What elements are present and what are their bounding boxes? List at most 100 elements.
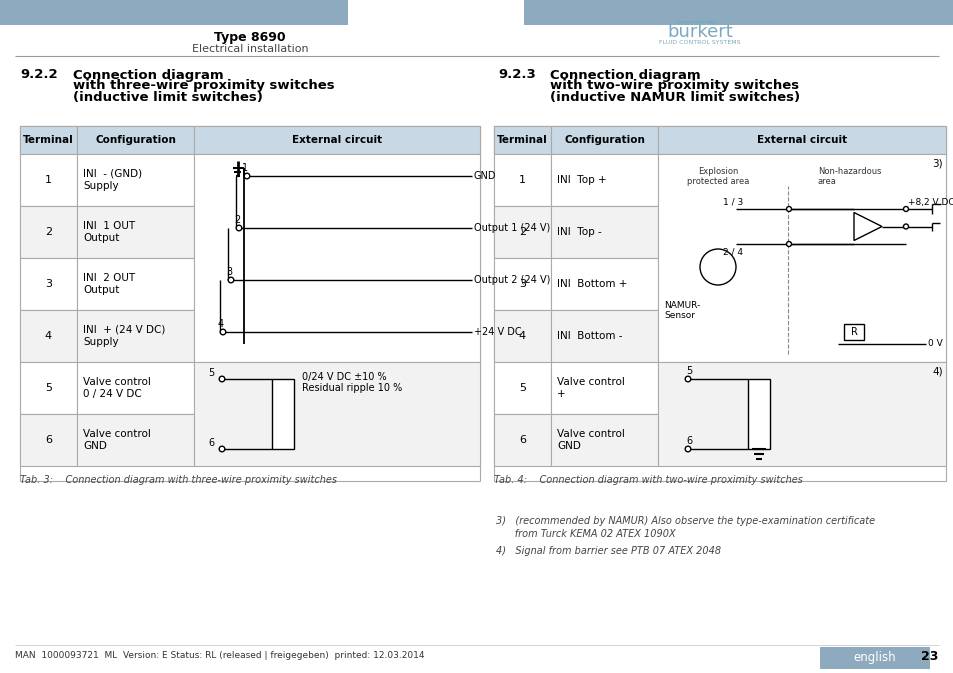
Text: 2: 2 — [45, 227, 52, 237]
Bar — [20, 154, 77, 206]
Bar — [20, 414, 77, 466]
Text: Electrical installation: Electrical installation — [192, 44, 308, 54]
Circle shape — [785, 207, 791, 211]
Circle shape — [684, 446, 690, 452]
Bar — [658, 362, 945, 466]
Bar — [820, 647, 929, 669]
Text: R: R — [850, 327, 857, 337]
Text: with two-wire proximity switches: with two-wire proximity switches — [550, 79, 799, 92]
Text: INI  2 OUT: INI 2 OUT — [83, 273, 135, 283]
Text: 2: 2 — [518, 227, 525, 237]
Circle shape — [220, 329, 226, 334]
Text: Valve control: Valve control — [557, 377, 624, 387]
Circle shape — [902, 224, 907, 229]
Text: INI  Bottom +: INI Bottom + — [557, 279, 627, 289]
Bar — [494, 126, 551, 154]
Text: protected area: protected area — [686, 176, 748, 186]
Text: Supply: Supply — [83, 181, 118, 191]
Text: 9.2.2: 9.2.2 — [20, 69, 57, 81]
Bar — [20, 362, 77, 414]
Bar — [551, 206, 658, 258]
Text: 0 V: 0 V — [927, 339, 942, 349]
Text: 4: 4 — [45, 331, 52, 341]
Bar — [551, 362, 658, 414]
Bar — [494, 258, 551, 310]
Circle shape — [700, 249, 735, 285]
Text: 3: 3 — [518, 279, 525, 289]
Text: Tab. 4:    Connection diagram with two-wire proximity switches: Tab. 4: Connection diagram with two-wire… — [494, 475, 802, 485]
Text: 4)   Signal from barrier see PTB 07 ATEX 2048: 4) Signal from barrier see PTB 07 ATEX 2… — [496, 546, 720, 556]
Bar — [77, 362, 193, 414]
Text: 5: 5 — [45, 383, 52, 393]
Text: 9.2.3: 9.2.3 — [497, 69, 536, 81]
Bar — [272, 379, 294, 449]
Text: NAMUR-: NAMUR- — [663, 302, 700, 310]
Bar — [77, 126, 193, 154]
Text: Explosion: Explosion — [697, 166, 738, 176]
Text: Output: Output — [83, 233, 119, 243]
Bar — [551, 258, 658, 310]
Bar — [20, 126, 479, 481]
Bar — [0, 0, 348, 25]
Text: 4): 4) — [931, 367, 942, 377]
Text: 6: 6 — [685, 436, 691, 446]
Text: 5: 5 — [685, 366, 692, 376]
Bar — [77, 154, 193, 206]
Polygon shape — [853, 213, 882, 240]
Bar — [523, 0, 953, 25]
Circle shape — [219, 376, 225, 382]
Text: INI  1 OUT: INI 1 OUT — [83, 221, 135, 231]
Bar — [77, 258, 193, 310]
Text: 3: 3 — [45, 279, 52, 289]
Text: External circuit: External circuit — [756, 135, 846, 145]
Text: 0/24 V DC ±10 %: 0/24 V DC ±10 % — [302, 372, 386, 382]
Bar — [77, 310, 193, 362]
Bar — [843, 324, 863, 340]
Text: Valve control: Valve control — [83, 377, 151, 387]
Text: GND: GND — [474, 171, 496, 181]
Text: 1: 1 — [518, 175, 525, 185]
Text: with three-wire proximity switches: with three-wire proximity switches — [73, 79, 335, 92]
Text: Residual ripple 10 %: Residual ripple 10 % — [302, 383, 402, 393]
Text: GND: GND — [557, 441, 580, 451]
Bar — [551, 154, 658, 206]
Text: Output: Output — [83, 285, 119, 295]
Text: 6: 6 — [45, 435, 52, 445]
Bar — [20, 126, 77, 154]
Text: 2: 2 — [233, 215, 240, 225]
Text: INI  - (GND): INI - (GND) — [83, 169, 142, 179]
Text: 4: 4 — [218, 319, 224, 329]
Text: Output 2 (24 V): Output 2 (24 V) — [474, 275, 550, 285]
Text: Sensor: Sensor — [663, 312, 695, 320]
Text: 1: 1 — [242, 163, 248, 173]
Circle shape — [684, 376, 690, 382]
Bar — [494, 414, 551, 466]
Text: 3)   (recommended by NAMUR) Also observe the type-examination certificate: 3) (recommended by NAMUR) Also observe t… — [496, 516, 874, 526]
Text: 5: 5 — [208, 368, 214, 378]
Bar — [77, 414, 193, 466]
Text: +24 V DC: +24 V DC — [474, 327, 521, 337]
Text: 1: 1 — [45, 175, 52, 185]
Circle shape — [902, 207, 907, 211]
Text: area: area — [817, 176, 836, 186]
Bar — [193, 362, 479, 466]
Text: Connection diagram: Connection diagram — [73, 69, 223, 81]
Bar — [551, 310, 658, 362]
Text: +: + — [557, 389, 565, 399]
Text: Terminal: Terminal — [497, 135, 547, 145]
Text: 6: 6 — [208, 438, 213, 448]
Text: Tab. 3:    Connection diagram with three-wire proximity switches: Tab. 3: Connection diagram with three-wi… — [20, 475, 336, 485]
Text: Non-hazardous: Non-hazardous — [817, 166, 881, 176]
Bar — [494, 206, 551, 258]
Text: Valve control: Valve control — [83, 429, 151, 439]
Bar — [747, 379, 769, 449]
Bar — [494, 126, 945, 481]
Text: GND: GND — [83, 441, 107, 451]
Text: Connection diagram: Connection diagram — [550, 69, 700, 81]
Text: 1 / 3: 1 / 3 — [722, 197, 742, 207]
Text: Configuration: Configuration — [563, 135, 644, 145]
Text: (inductive NAMUR limit switches): (inductive NAMUR limit switches) — [550, 90, 800, 104]
Text: from Turck KEMA 02 ATEX 1090X: from Turck KEMA 02 ATEX 1090X — [496, 529, 675, 539]
Bar — [20, 310, 77, 362]
Circle shape — [236, 225, 241, 231]
